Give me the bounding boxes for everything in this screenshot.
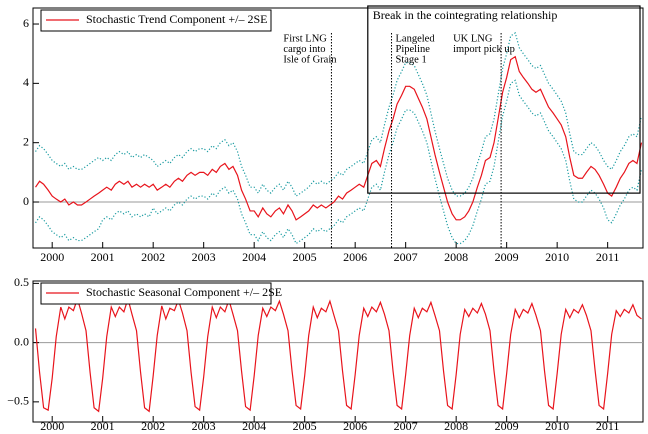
y-tick-label: 6	[23, 16, 29, 30]
x-tick-label: 2010	[545, 419, 569, 433]
x-tick-label: 2011	[596, 419, 620, 433]
x-tick-label: 2005	[293, 419, 317, 433]
x-tick-label: 2009	[495, 250, 519, 264]
x-tick-label: 2000	[40, 419, 64, 433]
annotation-text: Isle of Grain	[283, 54, 337, 65]
y-tick-label: 0.0	[14, 334, 29, 348]
annotation-box-label: Break in the cointegrating relationship	[373, 8, 558, 22]
x-tick-label: 2006	[343, 419, 367, 433]
x-tick-label: 2006	[343, 250, 367, 264]
legend-label: Stochastic Trend Component +/– 2SE	[86, 12, 267, 26]
x-tick-label: 2003	[192, 419, 216, 433]
x-tick-label: 2003	[192, 250, 216, 264]
plot-frame	[32, 7, 644, 249]
plot-frame	[32, 280, 644, 423]
annotation-text: Langeled	[396, 33, 436, 44]
annotation-text: cargo into	[283, 44, 325, 55]
y-tick-label: 0	[23, 194, 29, 208]
annotation-text: Stage 1	[396, 54, 427, 65]
x-tick-label: 2007	[394, 419, 418, 433]
series-line	[34, 296, 642, 413]
band-line	[35, 79, 643, 245]
annotation-box	[367, 5, 641, 194]
x-tick-label: 2008	[444, 419, 468, 433]
x-tick-label: 2005	[293, 250, 317, 264]
x-tick-label: 2008	[444, 250, 468, 264]
x-tick-label: 2000	[40, 250, 64, 264]
x-tick-label: 2001	[91, 250, 115, 264]
y-tick-label: 0.5	[14, 275, 29, 289]
x-tick-label: 2011	[596, 250, 620, 264]
annotation-text: First LNG	[283, 33, 327, 44]
legend-box	[40, 9, 272, 32]
x-tick-label: 2010	[545, 250, 569, 264]
x-tick-label: 2009	[495, 419, 519, 433]
band-line	[35, 31, 643, 197]
x-tick-label: 2004	[242, 250, 266, 264]
x-tick-label: 2004	[242, 419, 266, 433]
x-tick-label: 2002	[141, 250, 165, 264]
legend-label: Stochastic Seasonal Component +/– 2SE	[86, 285, 282, 299]
y-tick-label: −0.5	[7, 394, 29, 408]
annotation-text: import pick up	[453, 44, 515, 55]
x-tick-label: 2002	[141, 419, 165, 433]
annotation-text: Pipeline	[396, 44, 431, 55]
y-tick-label: 4	[23, 75, 29, 89]
annotation-text: UK LNG	[453, 33, 493, 44]
series-line	[35, 55, 643, 221]
x-tick-label: 2007	[394, 250, 418, 264]
legend-box	[40, 282, 272, 305]
y-tick-label: 2	[23, 134, 29, 148]
x-tick-label: 2001	[91, 419, 115, 433]
